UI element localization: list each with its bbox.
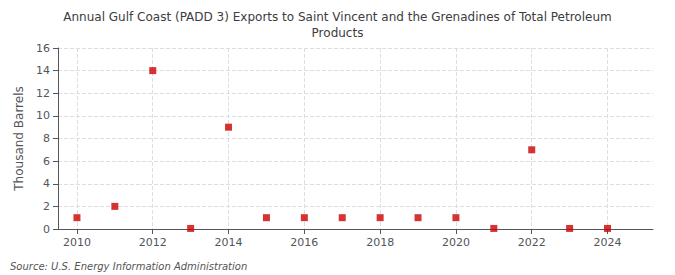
svg-text:Products: Products <box>312 26 364 40</box>
svg-text:16: 16 <box>36 42 50 55</box>
svg-text:2: 2 <box>43 200 50 213</box>
svg-text:2016: 2016 <box>290 236 318 249</box>
svg-text:2022: 2022 <box>518 236 546 249</box>
svg-text:Thousand Barrels: Thousand Barrels <box>12 86 26 191</box>
svg-text:Source: U.S. Energy Informatio: Source: U.S. Energy Information Administ… <box>10 261 247 272</box>
svg-text:14: 14 <box>36 64 50 77</box>
svg-text:10: 10 <box>36 109 50 122</box>
svg-text:2018: 2018 <box>366 236 394 249</box>
svg-text:Annual Gulf Coast (PADD 3) Exp: Annual Gulf Coast (PADD 3) Exports to Sa… <box>63 10 611 24</box>
svg-text:2014: 2014 <box>215 236 243 249</box>
svg-text:4: 4 <box>43 177 50 190</box>
svg-text:2020: 2020 <box>442 236 470 249</box>
svg-text:2012: 2012 <box>139 236 167 249</box>
svg-text:6: 6 <box>43 155 50 168</box>
svg-text:8: 8 <box>43 132 50 145</box>
svg-text:2024: 2024 <box>594 236 622 249</box>
svg-text:0: 0 <box>43 223 50 236</box>
svg-text:2010: 2010 <box>63 236 91 249</box>
svg-text:12: 12 <box>36 87 50 100</box>
